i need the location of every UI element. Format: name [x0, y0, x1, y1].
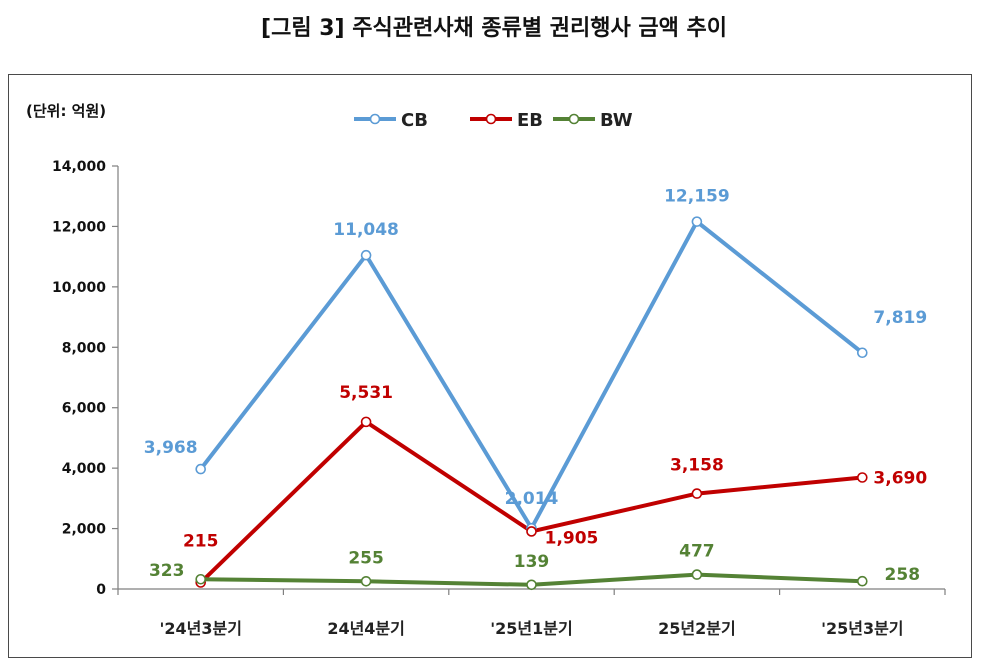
legend-marker-cb	[369, 113, 381, 125]
legend-label-eb: EB	[517, 110, 543, 131]
data-label-cb: 7,819	[873, 308, 927, 328]
y-tick-label: 10,000	[52, 280, 106, 296]
y-tick-label: 4,000	[62, 461, 107, 477]
y-tick-label: 2,000	[62, 522, 107, 538]
data-label-cb: 11,048	[333, 220, 399, 240]
data-point-eb	[856, 472, 868, 483]
data-point-bw	[195, 573, 206, 585]
data-point-bw	[691, 569, 703, 580]
data-label-bw: 477	[679, 542, 715, 562]
data-point-bw	[526, 579, 537, 591]
data-point-cb	[856, 347, 868, 359]
series-line-cb	[199, 219, 864, 531]
data-point-eb	[360, 416, 372, 428]
y-tick-label: 6,000	[62, 401, 107, 417]
chart-frame	[8, 74, 972, 658]
legend-label-bw: BW	[600, 110, 633, 131]
data-label-eb: 3,158	[670, 456, 724, 476]
figure-title: [그림 3] 주식관련사채 종류별 권리행사 금액 추이	[261, 16, 727, 41]
y-tick-label: 0	[96, 582, 106, 598]
y-tick-label: 14,000	[52, 159, 106, 175]
x-category-label: '25년1분기	[490, 619, 572, 638]
legend-label-cb: CB	[401, 110, 428, 131]
data-label-eb: 5,531	[339, 383, 393, 403]
data-label-bw: 255	[348, 548, 384, 568]
data-label-cb: 3,968	[144, 438, 198, 458]
data-label-bw: 139	[514, 552, 550, 572]
data-point-cb	[691, 216, 703, 227]
data-point-eb	[691, 488, 703, 499]
data-label-eb: 1,905	[545, 528, 599, 548]
y-tick-label: 12,000	[52, 219, 106, 235]
legend-marker-eb	[485, 113, 497, 125]
y-tick-label: 8,000	[62, 340, 107, 356]
unit-label: (단위: 억원)	[26, 102, 106, 120]
data-point-bw	[856, 575, 868, 587]
data-point-bw	[360, 575, 372, 587]
data-label-bw: 323	[149, 561, 185, 581]
data-label-bw: 258	[885, 565, 921, 585]
data-point-cb	[360, 249, 372, 261]
legend-marker-bw	[568, 113, 580, 125]
x-category-label: '24년3분기	[159, 619, 241, 638]
x-category-label: '25년3분기	[821, 619, 903, 638]
data-label-cb: 2,014	[505, 489, 559, 509]
x-category-label: 25년2분기	[658, 619, 736, 638]
data-point-cb	[195, 463, 206, 475]
data-label-eb: 215	[183, 532, 219, 552]
x-category-label: 24년4분기	[327, 619, 405, 638]
data-point-eb	[526, 526, 537, 537]
data-label-cb: 12,159	[664, 187, 730, 207]
data-label-eb: 3,690	[873, 469, 927, 489]
